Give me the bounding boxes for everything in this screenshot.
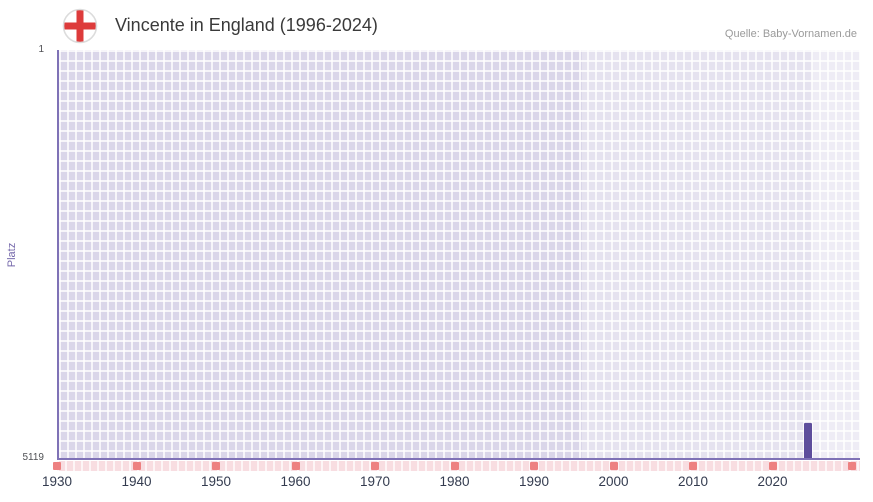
decade-marker — [609, 462, 618, 470]
page-title: Vincente in England (1996-2024) — [115, 15, 378, 35]
decade-marker — [212, 462, 220, 470]
decade-marker — [132, 462, 141, 470]
decade-marker — [768, 462, 777, 470]
decade-marker — [848, 462, 857, 470]
x-tick-label: 1940 — [121, 474, 152, 489]
x-tick-label: 1990 — [518, 474, 550, 489]
decade-marker — [53, 462, 61, 470]
x-tick-label: 1980 — [439, 474, 470, 489]
decade-marker — [291, 462, 300, 470]
rank-bar[interactable] — [804, 423, 813, 458]
x-tick-label: 1970 — [359, 474, 391, 489]
y-axis-tick-bottom: 5119 — [22, 452, 44, 463]
x-tick-label: 2000 — [598, 474, 629, 489]
x-tick-label: 1930 — [41, 474, 73, 489]
x-tick-label: 2020 — [757, 474, 788, 489]
timeline-strip — [53, 461, 860, 471]
decade-marker — [371, 462, 380, 470]
x-tick-label: 1950 — [200, 474, 232, 489]
decade-marker — [530, 462, 539, 470]
bars-layer — [59, 50, 860, 458]
decade-marker — [689, 462, 698, 470]
x-axis-labels: 1930 1940 1950 1960 1970 1980 1990 2000 2010 2020 — [42, 474, 860, 494]
x-tick-label: 1960 — [280, 474, 311, 489]
source-credit: Quelle: Baby-Vornamen.de — [724, 28, 857, 40]
y-axis-label: Platz — [6, 242, 18, 268]
plot-area — [57, 50, 860, 460]
x-tick-label: 2010 — [678, 474, 709, 489]
england-flag-icon — [62, 8, 98, 44]
decade-marker — [450, 462, 459, 470]
y-axis-tick-top: 1 — [38, 44, 44, 55]
